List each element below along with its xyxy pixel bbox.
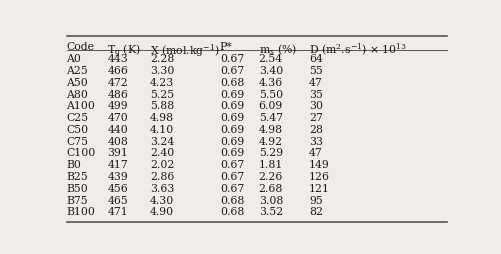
- Text: 2.54: 2.54: [259, 54, 283, 64]
- Text: 471: 471: [107, 207, 128, 216]
- Text: 149: 149: [309, 160, 330, 169]
- Text: 3.63: 3.63: [150, 183, 174, 193]
- Text: 0.69: 0.69: [220, 148, 244, 158]
- Text: 470: 470: [107, 113, 128, 123]
- Text: P*: P*: [220, 42, 232, 52]
- Text: 0.68: 0.68: [220, 207, 244, 216]
- Text: 3.24: 3.24: [150, 136, 174, 146]
- Text: 95: 95: [309, 195, 323, 205]
- Text: C100: C100: [67, 148, 96, 158]
- Text: C50: C50: [67, 124, 89, 134]
- Text: 2.28: 2.28: [150, 54, 174, 64]
- Text: 30: 30: [309, 101, 323, 111]
- Text: A0: A0: [67, 54, 81, 64]
- Text: 47: 47: [309, 148, 323, 158]
- Text: 0.67: 0.67: [220, 66, 244, 76]
- Text: 417: 417: [107, 160, 128, 169]
- Text: A80: A80: [67, 89, 88, 99]
- Text: 2.40: 2.40: [150, 148, 174, 158]
- Text: 391: 391: [107, 148, 128, 158]
- Text: 465: 465: [107, 195, 128, 205]
- Text: 3.08: 3.08: [259, 195, 283, 205]
- Text: C75: C75: [67, 136, 89, 146]
- Text: A100: A100: [67, 101, 95, 111]
- Text: A25: A25: [67, 66, 88, 76]
- Text: T$_{\mathregular{g}}$ (K): T$_{\mathregular{g}}$ (K): [107, 42, 141, 59]
- Text: 0.67: 0.67: [220, 171, 244, 181]
- Text: 439: 439: [107, 171, 128, 181]
- Text: 5.88: 5.88: [150, 101, 174, 111]
- Text: 121: 121: [309, 183, 330, 193]
- Text: 486: 486: [107, 89, 128, 99]
- Text: 2.26: 2.26: [259, 171, 283, 181]
- Text: 0.67: 0.67: [220, 183, 244, 193]
- Text: 5.47: 5.47: [259, 113, 283, 123]
- Text: 5.25: 5.25: [150, 89, 174, 99]
- Text: 499: 499: [107, 101, 128, 111]
- Text: 456: 456: [107, 183, 128, 193]
- Text: 0.69: 0.69: [220, 101, 244, 111]
- Text: 82: 82: [309, 207, 323, 216]
- Text: 4.98: 4.98: [150, 113, 174, 123]
- Text: 4.23: 4.23: [150, 77, 174, 87]
- Text: 28: 28: [309, 124, 323, 134]
- Text: 472: 472: [107, 77, 128, 87]
- Text: 408: 408: [107, 136, 128, 146]
- Text: 2.86: 2.86: [150, 171, 174, 181]
- Text: 4.90: 4.90: [150, 207, 174, 216]
- Text: 0.68: 0.68: [220, 77, 244, 87]
- Text: 4.98: 4.98: [259, 124, 283, 134]
- Text: 4.30: 4.30: [150, 195, 174, 205]
- Text: 2.68: 2.68: [259, 183, 283, 193]
- Text: B25: B25: [67, 171, 88, 181]
- Text: 4.36: 4.36: [259, 77, 283, 87]
- Text: 5.50: 5.50: [259, 89, 283, 99]
- Text: 33: 33: [309, 136, 323, 146]
- Text: 3.52: 3.52: [259, 207, 283, 216]
- Text: B75: B75: [67, 195, 88, 205]
- Text: A50: A50: [67, 77, 88, 87]
- Text: 0.67: 0.67: [220, 54, 244, 64]
- Text: 440: 440: [107, 124, 128, 134]
- Text: B100: B100: [67, 207, 95, 216]
- Text: 55: 55: [309, 66, 323, 76]
- Text: 4.10: 4.10: [150, 124, 174, 134]
- Text: 6.09: 6.09: [259, 101, 283, 111]
- Text: m$_{\mathregular{s}}$ (%): m$_{\mathregular{s}}$ (%): [259, 42, 297, 57]
- Text: 0.69: 0.69: [220, 124, 244, 134]
- Text: Code: Code: [67, 42, 95, 52]
- Text: 64: 64: [309, 54, 323, 64]
- Text: 3.30: 3.30: [150, 66, 174, 76]
- Text: 466: 466: [107, 66, 128, 76]
- Text: 443: 443: [107, 54, 128, 64]
- Text: C25: C25: [67, 113, 89, 123]
- Text: D (m$^{\mathregular{2}}$.s$^{\mathregular{-1}}$) $\times$ 10$^{\mathregular{13}}: D (m$^{\mathregular{2}}$.s$^{\mathregula…: [309, 42, 407, 58]
- Text: 35: 35: [309, 89, 323, 99]
- Text: 0.69: 0.69: [220, 113, 244, 123]
- Text: 0.69: 0.69: [220, 89, 244, 99]
- Text: 4.92: 4.92: [259, 136, 283, 146]
- Text: 27: 27: [309, 113, 323, 123]
- Text: 0.67: 0.67: [220, 160, 244, 169]
- Text: X (mol.kg$^{\mathregular{-1}}$): X (mol.kg$^{\mathregular{-1}}$): [150, 42, 220, 59]
- Text: 126: 126: [309, 171, 330, 181]
- Text: 0.68: 0.68: [220, 195, 244, 205]
- Text: B50: B50: [67, 183, 88, 193]
- Text: B0: B0: [67, 160, 81, 169]
- Text: 47: 47: [309, 77, 323, 87]
- Text: 0.69: 0.69: [220, 136, 244, 146]
- Text: 5.29: 5.29: [259, 148, 283, 158]
- Text: 1.81: 1.81: [259, 160, 283, 169]
- Text: 2.02: 2.02: [150, 160, 174, 169]
- Text: 3.40: 3.40: [259, 66, 283, 76]
